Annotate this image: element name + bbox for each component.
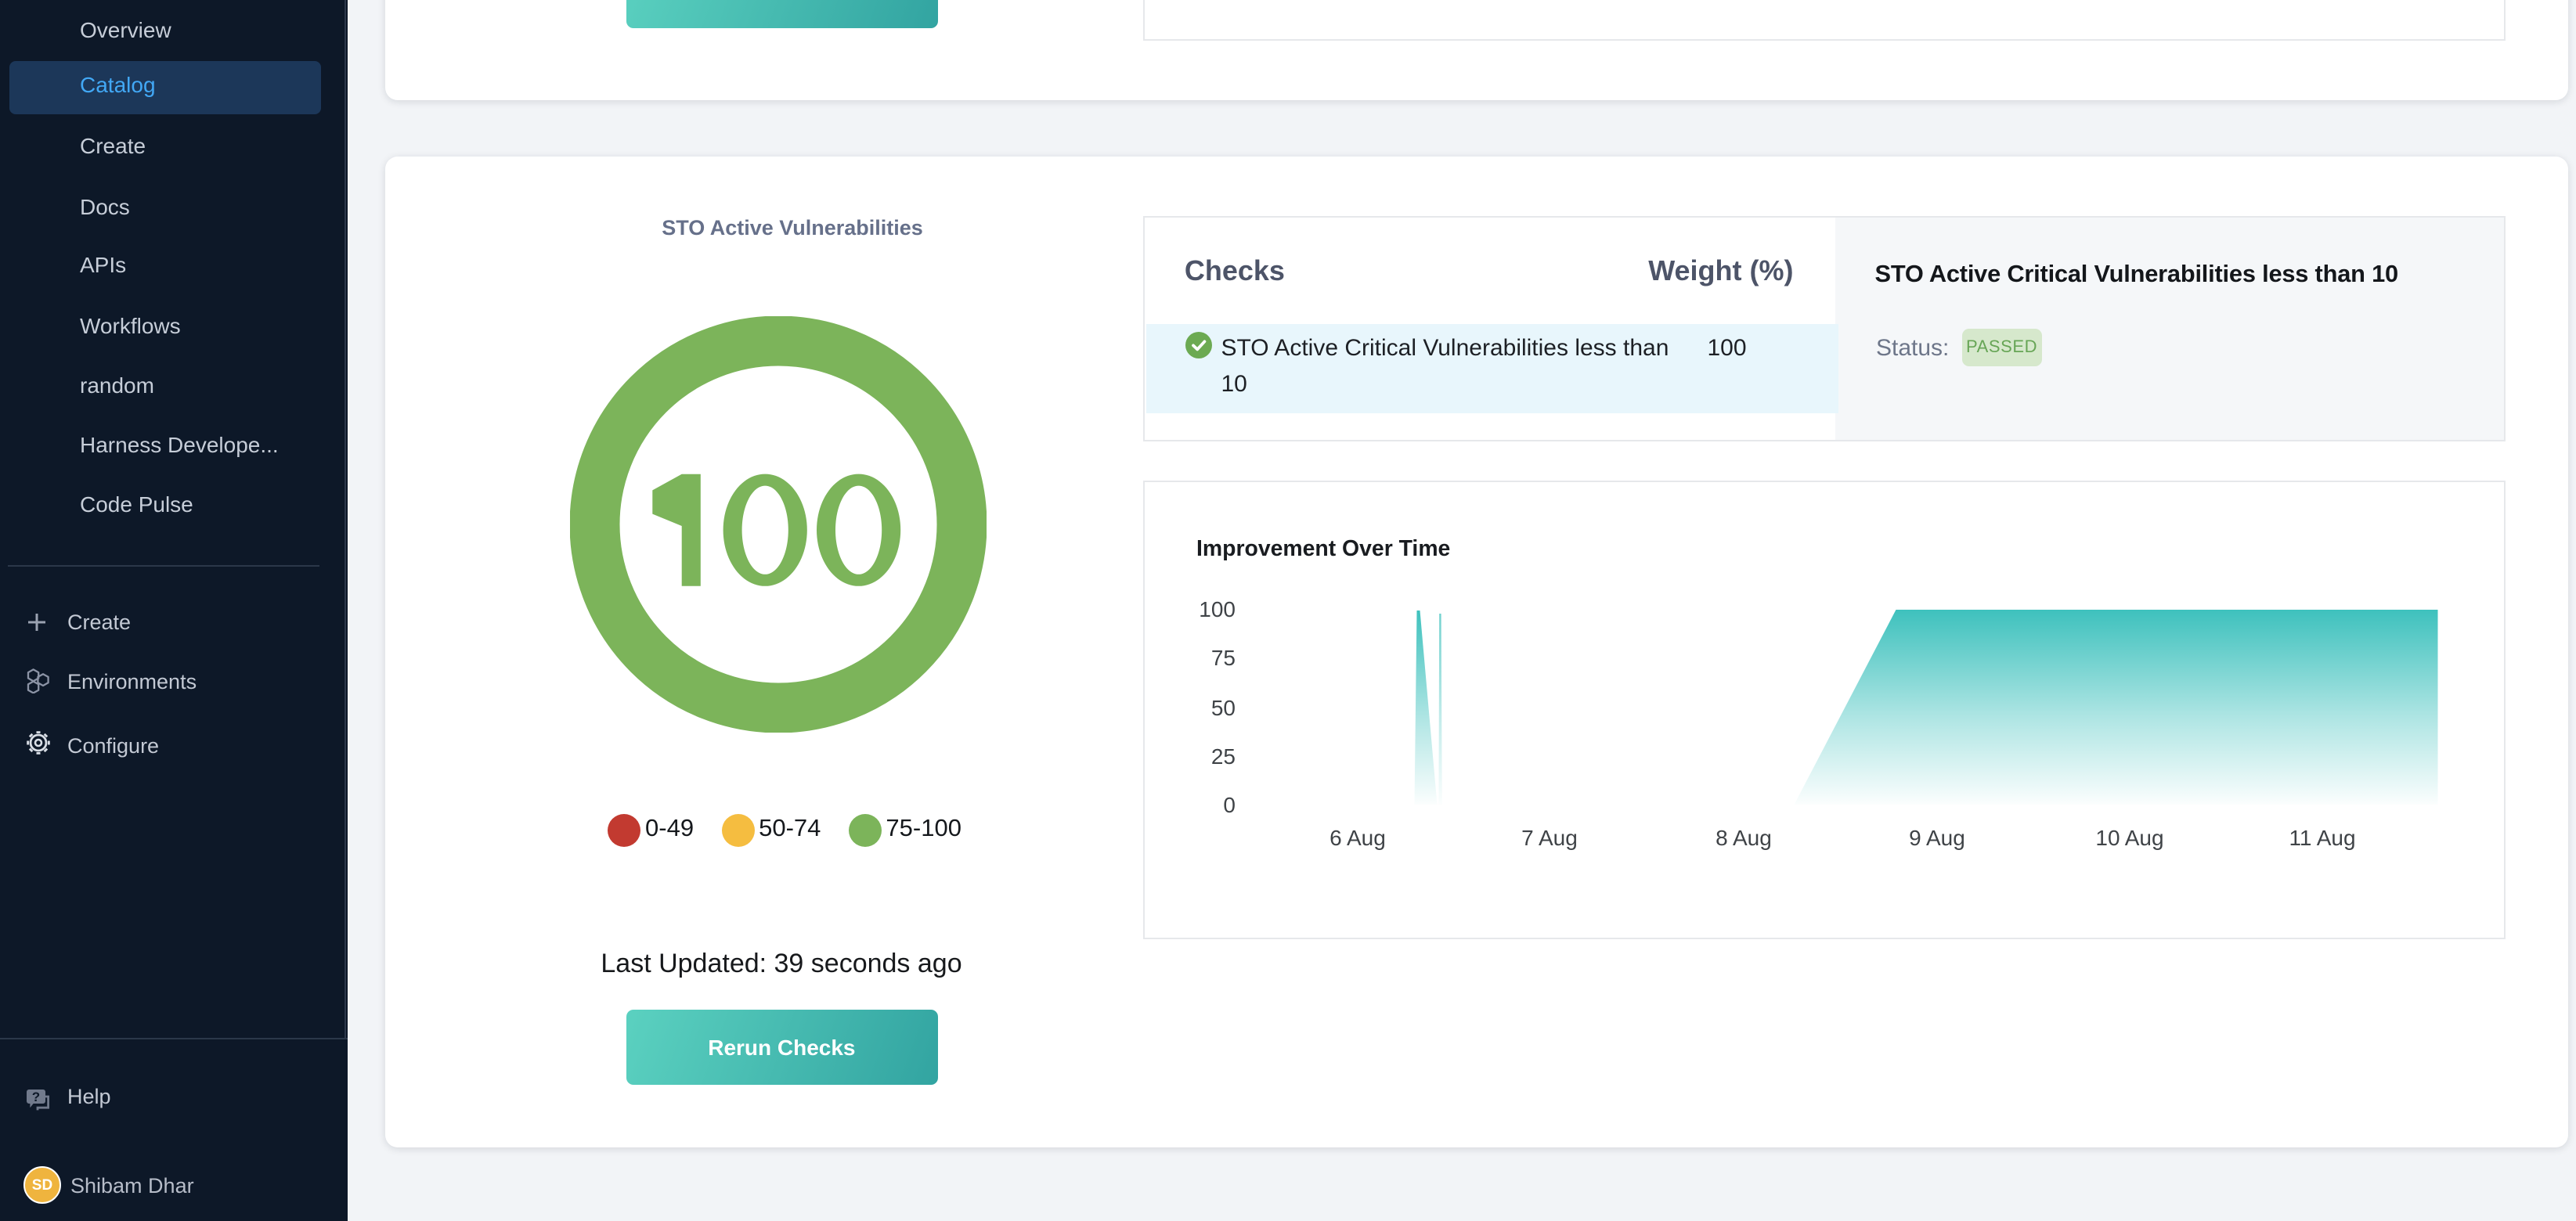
svg-text:?: ?	[32, 1089, 40, 1104]
